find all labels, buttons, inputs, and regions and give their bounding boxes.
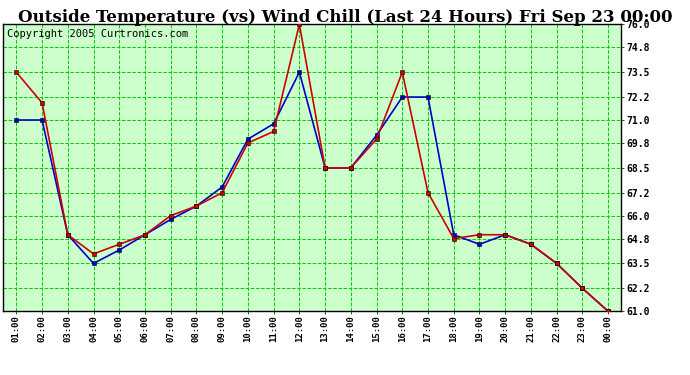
Text: Outside Temperature (vs) Wind Chill (Last 24 Hours) Fri Sep 23 00:00: Outside Temperature (vs) Wind Chill (Las…	[18, 9, 672, 26]
Text: Copyright 2005 Curtronics.com: Copyright 2005 Curtronics.com	[6, 28, 188, 39]
